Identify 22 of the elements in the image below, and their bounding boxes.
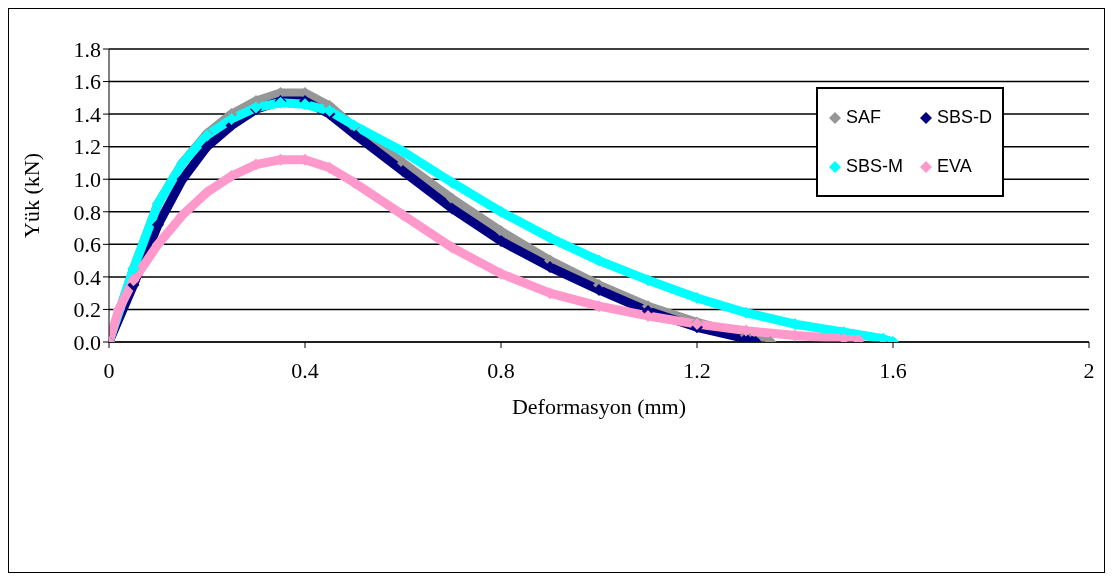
y-tick-label: 0.2 [73,297,101,323]
y-tick-label: 1.4 [73,101,101,127]
legend-label: SAF [845,107,881,128]
legend-label: EVA [936,156,972,177]
y-axis-title: Yük (kN) [18,153,44,238]
legend-label: SBS-D [936,107,992,128]
x-tick-label: 2 [1083,357,1095,383]
y-tick-label: 1.0 [73,167,101,193]
y-tick-label: 0.8 [73,199,101,225]
x-axis-title: Deformasyon (mm) [511,394,687,419]
y-tick-label: 0.4 [73,264,101,290]
y-tick-label: 0.0 [73,329,101,355]
legend-label: SBS-M [845,156,903,177]
x-tick-label: 0.8 [487,357,515,383]
x-tick-label: 1.6 [879,357,907,383]
y-tick-label: 0.6 [73,232,101,258]
y-tick-label: 1.8 [73,36,101,62]
y-tick-label: 1.6 [73,69,101,95]
y-tick-label: 1.2 [73,134,101,160]
x-tick-label: 0.4 [291,357,319,383]
x-tick-label: 1.2 [683,357,711,383]
x-tick-label: 0 [103,357,115,383]
